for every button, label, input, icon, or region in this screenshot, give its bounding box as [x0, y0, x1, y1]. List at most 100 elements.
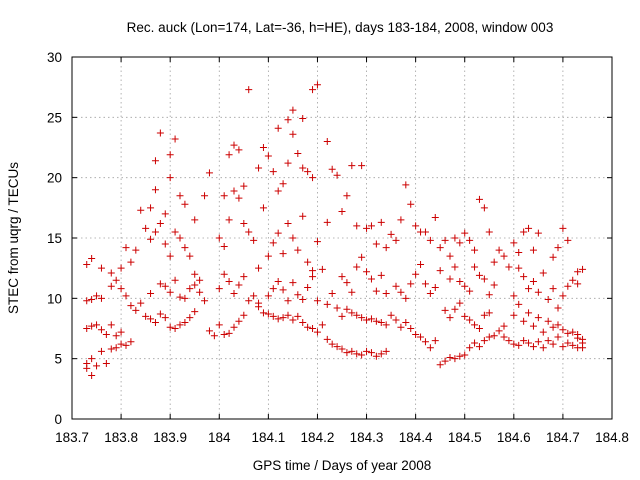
data-point	[107, 321, 115, 329]
data-point	[220, 331, 228, 339]
data-point	[471, 246, 479, 254]
data-point	[323, 137, 331, 145]
data-point	[294, 312, 302, 320]
data-point	[426, 236, 434, 244]
data-point	[554, 304, 562, 312]
data-point	[264, 292, 272, 300]
data-point	[279, 286, 287, 294]
data-point	[102, 331, 110, 339]
data-point	[529, 246, 537, 254]
data-point	[191, 308, 199, 316]
data-point	[299, 115, 307, 123]
data-point	[554, 321, 562, 329]
data-point	[299, 212, 307, 220]
data-point	[520, 337, 528, 345]
data-point	[289, 234, 297, 242]
data-point	[574, 268, 582, 276]
data-point	[215, 285, 223, 293]
data-point	[147, 235, 155, 243]
data-point	[299, 318, 307, 326]
data-point	[363, 347, 371, 355]
data-point	[88, 355, 96, 363]
data-point	[264, 152, 272, 160]
data-point	[485, 333, 493, 341]
data-point	[480, 275, 488, 283]
x-tick-label: 184.1	[251, 430, 285, 445]
data-point	[520, 317, 528, 325]
data-point	[348, 347, 356, 355]
data-point	[328, 165, 336, 173]
data-point	[505, 337, 513, 345]
data-point	[201, 192, 209, 200]
data-point	[579, 335, 587, 343]
data-point	[534, 229, 542, 237]
data-point	[147, 204, 155, 212]
data-point	[205, 327, 213, 335]
data-point	[171, 228, 179, 236]
data-point	[156, 310, 164, 318]
x-tick-label: 183.7	[55, 430, 89, 445]
data-point	[299, 164, 307, 172]
data-point	[304, 323, 312, 331]
data-point	[431, 337, 439, 345]
data-point	[269, 168, 277, 176]
data-point	[97, 264, 105, 272]
data-point	[274, 229, 282, 237]
data-point	[475, 195, 483, 203]
data-point	[377, 271, 385, 279]
data-point	[407, 200, 415, 208]
data-point	[417, 261, 425, 269]
data-point	[323, 335, 331, 343]
data-point	[255, 164, 263, 172]
data-point	[515, 341, 523, 349]
data-point	[274, 187, 282, 195]
data-point	[436, 361, 444, 369]
data-point	[186, 285, 194, 293]
data-point	[289, 316, 297, 324]
data-point	[466, 316, 474, 324]
data-point	[156, 280, 164, 288]
data-point	[294, 150, 302, 158]
data-point	[137, 206, 145, 214]
data-point	[480, 311, 488, 319]
data-point	[515, 300, 523, 308]
data-point	[549, 340, 557, 348]
data-point	[510, 311, 518, 319]
data-point	[520, 273, 528, 281]
data-point	[407, 325, 415, 332]
data-point	[367, 275, 375, 283]
data-point	[377, 350, 385, 358]
data-point	[205, 169, 213, 177]
data-point	[363, 316, 371, 324]
data-point	[500, 333, 508, 341]
data-point	[279, 250, 287, 258]
data-point	[358, 351, 366, 359]
x-axis-label: GPS time / Days of year 2008	[253, 458, 432, 473]
data-point	[181, 200, 189, 208]
data-point	[382, 321, 390, 329]
y-tick-label: 25	[47, 110, 62, 125]
data-point	[102, 359, 110, 367]
data-point	[564, 339, 572, 347]
data-point	[240, 220, 248, 228]
data-point	[372, 317, 380, 325]
data-point	[363, 224, 371, 232]
data-point	[166, 323, 174, 331]
data-point	[358, 253, 366, 261]
data-point	[554, 333, 562, 341]
data-point	[191, 281, 199, 289]
data-point	[122, 341, 130, 349]
data-point	[451, 305, 459, 313]
data-point	[93, 321, 101, 329]
data-point	[97, 347, 105, 355]
data-point	[333, 304, 341, 312]
data-point	[525, 339, 533, 347]
data-point	[343, 305, 351, 313]
data-point	[436, 267, 444, 275]
data-point	[142, 312, 150, 320]
data-point	[107, 282, 115, 290]
data-point	[166, 174, 174, 182]
data-point	[161, 240, 169, 248]
data-point	[225, 151, 233, 159]
